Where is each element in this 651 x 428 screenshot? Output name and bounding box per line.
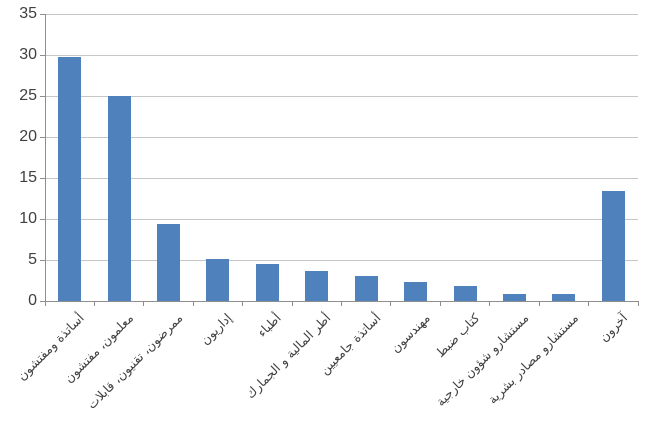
x-tick	[637, 302, 639, 306]
gridline	[45, 177, 638, 179]
bar	[206, 259, 230, 301]
gridline	[45, 54, 638, 56]
x-tick	[242, 302, 244, 306]
bar	[255, 264, 279, 301]
bar	[58, 56, 82, 301]
x-tick	[390, 302, 392, 306]
x-category-label: كتاب ضبط	[432, 310, 482, 361]
x-tick	[291, 302, 293, 306]
x-tick	[192, 302, 194, 306]
y-tick-label: 0	[28, 292, 37, 309]
bar	[354, 275, 378, 301]
x-tick	[439, 302, 441, 306]
x-tick	[588, 302, 590, 306]
gridline	[45, 95, 638, 97]
y-tick-label: 35	[19, 5, 37, 22]
x-category-label: مستشارو شؤون خارجية	[432, 310, 532, 409]
bar	[601, 191, 625, 301]
gridline	[45, 13, 638, 15]
gridline	[45, 259, 638, 261]
y-tick	[40, 136, 45, 138]
bar	[305, 270, 329, 301]
y-tick-label: 5	[28, 251, 37, 268]
bar	[404, 282, 428, 301]
y-tick-label: 10	[19, 210, 37, 227]
x-tick	[93, 302, 95, 306]
bar	[107, 96, 131, 301]
x-axis-line	[41, 301, 639, 302]
x-category-label: مستشارو مصادر بشرية	[484, 310, 581, 407]
y-tick	[40, 54, 45, 56]
y-tick	[40, 259, 45, 261]
bar	[453, 286, 477, 301]
bar	[157, 223, 181, 301]
y-tick-label: 30	[19, 46, 37, 63]
y-tick	[40, 95, 45, 97]
gridline	[45, 136, 638, 138]
x-tick	[538, 302, 540, 306]
x-category-label: مهندسون	[387, 310, 433, 356]
x-category-label: آخرون	[596, 310, 631, 345]
y-tick	[40, 13, 45, 15]
x-category-label: إداريون	[197, 310, 235, 348]
x-category-label: أطباء	[254, 310, 285, 340]
y-tick-label: 15	[19, 169, 37, 186]
y-tick	[40, 218, 45, 220]
bar	[552, 293, 576, 301]
y-tick-label: 20	[19, 128, 37, 145]
x-category-label: ممرضون، تقنيون، قابلات	[83, 310, 186, 412]
y-tick	[40, 177, 45, 179]
bar	[502, 294, 526, 301]
x-tick	[143, 302, 145, 306]
x-tick	[44, 302, 46, 306]
y-axis-line	[45, 14, 46, 301]
x-tick	[489, 302, 491, 306]
gridline	[45, 218, 638, 220]
y-tick-label: 25	[19, 87, 37, 104]
x-tick	[341, 302, 342, 306]
